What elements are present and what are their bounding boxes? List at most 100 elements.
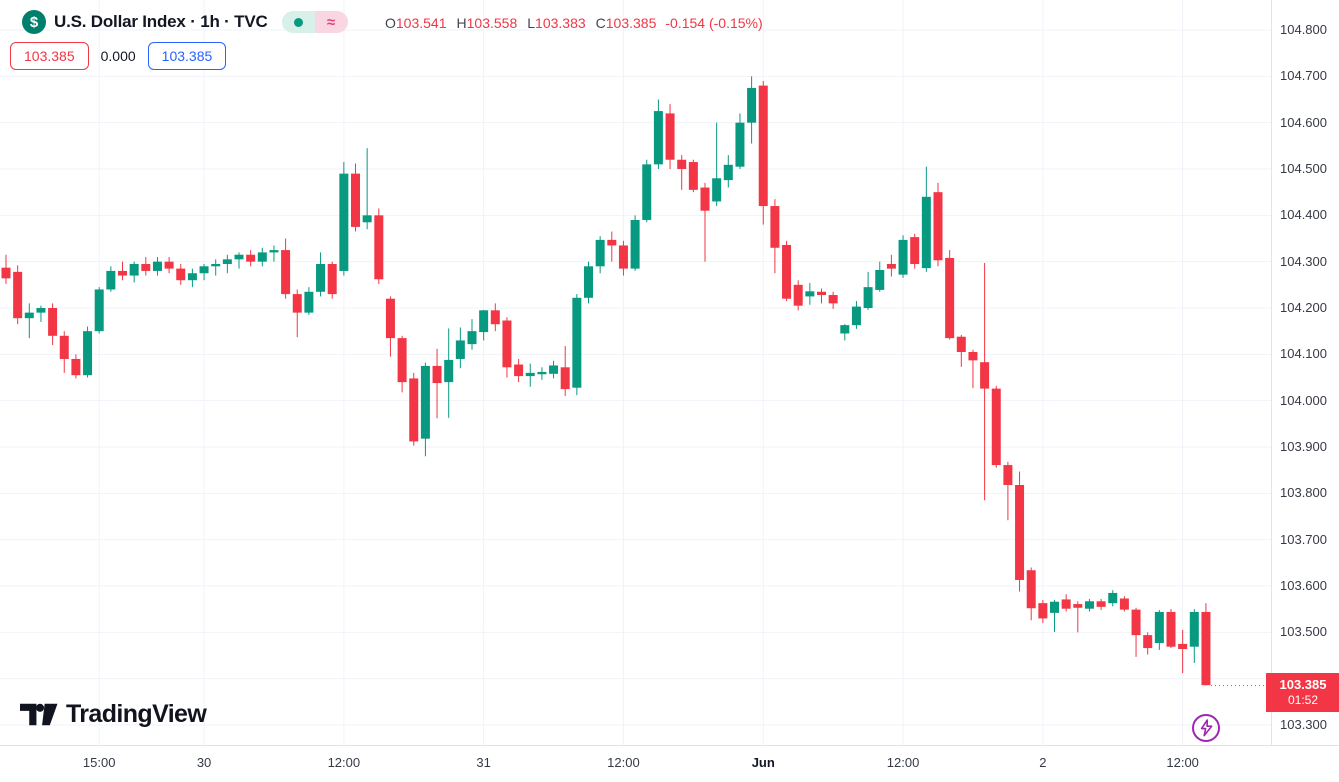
candle-body: [933, 192, 943, 261]
candle-body: [281, 250, 291, 295]
candle-body: [59, 335, 69, 359]
candle-body: [176, 268, 186, 281]
candle-body: [118, 270, 127, 276]
candle-body: [1073, 604, 1083, 608]
close-label: C: [595, 15, 606, 31]
candle-body: [677, 159, 687, 169]
candle-body: [723, 164, 733, 181]
candle-body: [1143, 635, 1153, 649]
time-axis-label: 30: [196, 755, 212, 770]
candle-body: [152, 261, 162, 271]
candle-body: [211, 263, 221, 267]
candle-body: [409, 378, 419, 442]
candle-body: [688, 162, 698, 190]
candle-body: [1026, 570, 1036, 609]
sell-price-button[interactable]: 103.385: [10, 42, 89, 70]
candle-body: [141, 263, 151, 271]
candle-body: [549, 365, 559, 374]
candle-body: [1003, 465, 1013, 485]
time-axis-label: 15:00: [82, 755, 116, 770]
close-value: 103.385: [605, 15, 657, 31]
time-axis-label: 2: [1039, 755, 1047, 770]
high-value: 103.558: [466, 15, 518, 31]
candle-body: [1038, 603, 1048, 619]
candle-body: [234, 254, 244, 260]
price-axis-label: 103.700: [1280, 531, 1327, 547]
tradingview-watermark-text: TradingView: [66, 700, 207, 728]
instant-trading-button[interactable]: [1192, 714, 1220, 742]
candle-body: [782, 244, 792, 299]
candle-body: [735, 122, 745, 167]
high-label: H: [456, 15, 467, 31]
candle-body: [700, 187, 710, 211]
candle-body: [968, 352, 978, 361]
symbol-header: $ U.S. Dollar Index · 1h · TVC ≈: [22, 10, 348, 34]
candle-body: [956, 336, 966, 353]
candle-body: [1189, 611, 1199, 647]
candle-body: [222, 259, 232, 264]
candle-body: [1050, 601, 1059, 613]
candle-body: [479, 310, 489, 333]
candle-body: [36, 307, 46, 313]
ohlc-readout: O 103.541 H 103.558 L 103.383 C 103.385 …: [385, 15, 763, 31]
candle-body: [537, 371, 547, 375]
candle-body: [525, 372, 535, 377]
candle-body: [502, 320, 512, 368]
low-value: 103.383: [535, 15, 586, 31]
time-axis[interactable]: 15:00 30 12:00 31 12:00 Jun 12:00 2 12:00: [0, 745, 1339, 782]
candle-body: [805, 291, 815, 297]
candle-body: [584, 266, 593, 298]
candle-body: [1166, 611, 1176, 647]
bar-countdown: 01:52: [1287, 692, 1319, 707]
price-axis-label: 103.800: [1280, 485, 1327, 501]
candle-body: [374, 215, 384, 280]
time-axis-label: 12:00: [327, 755, 361, 770]
price-axis-label: 104.700: [1280, 68, 1327, 84]
candle-body: [48, 307, 58, 336]
market-open-dot-icon: [293, 17, 303, 27]
candle-body: [129, 263, 139, 276]
candle-body: [770, 206, 780, 248]
candle-body: [455, 340, 465, 359]
candle-body: [712, 178, 722, 202]
price-axis-label: 104.000: [1280, 392, 1327, 408]
candle-body: [199, 266, 209, 274]
candle-body: [886, 263, 896, 269]
market-status-pill[interactable]: ≈: [281, 11, 348, 33]
symbol-title[interactable]: U.S. Dollar Index · 1h · TVC: [54, 12, 268, 31]
tradingview-watermark[interactable]: TradingView: [20, 700, 207, 729]
candle-body: [921, 196, 931, 269]
candle-body: [1096, 601, 1106, 607]
delayed-data-segment[interactable]: ≈: [314, 11, 348, 33]
candle-body: [1119, 598, 1129, 610]
candle-body: [980, 362, 990, 389]
lightning-bolt-icon: [1200, 719, 1212, 737]
candle-body: [851, 306, 861, 326]
candle-body: [840, 325, 850, 334]
price-axis-label: 104.600: [1280, 114, 1327, 130]
candle-body: [339, 173, 349, 271]
change-value: -0.154 (-0.15%): [665, 15, 763, 31]
candle-body: [560, 367, 570, 390]
low-label: L: [527, 15, 536, 31]
candle-body: [13, 271, 23, 319]
price-chart-pane[interactable]: [0, 0, 1339, 745]
candle-body: [24, 312, 34, 319]
market-open-segment[interactable]: [281, 11, 315, 33]
candle-body: [1015, 484, 1025, 580]
buy-price-button[interactable]: 103.385: [147, 42, 227, 70]
candle-body: [1201, 611, 1211, 686]
candle-body: [665, 113, 675, 160]
price-axis-label: 103.300: [1280, 716, 1327, 732]
spread-value: 0.000: [100, 48, 136, 64]
candle-body: [758, 85, 768, 207]
candle-body: [490, 310, 500, 325]
price-axis[interactable]: 103.385 01:52 104.800 104.700 104.600 104.5…: [1266, 0, 1339, 745]
price-axis-label: 104.300: [1280, 253, 1327, 269]
candle-body: [316, 263, 326, 292]
candle-body: [630, 219, 640, 269]
candle-body: [991, 388, 1001, 466]
candle-body: [420, 365, 430, 439]
symbol-logo-icon: $: [22, 10, 46, 34]
last-price-label[interactable]: 103.385 01:52: [1266, 672, 1339, 712]
